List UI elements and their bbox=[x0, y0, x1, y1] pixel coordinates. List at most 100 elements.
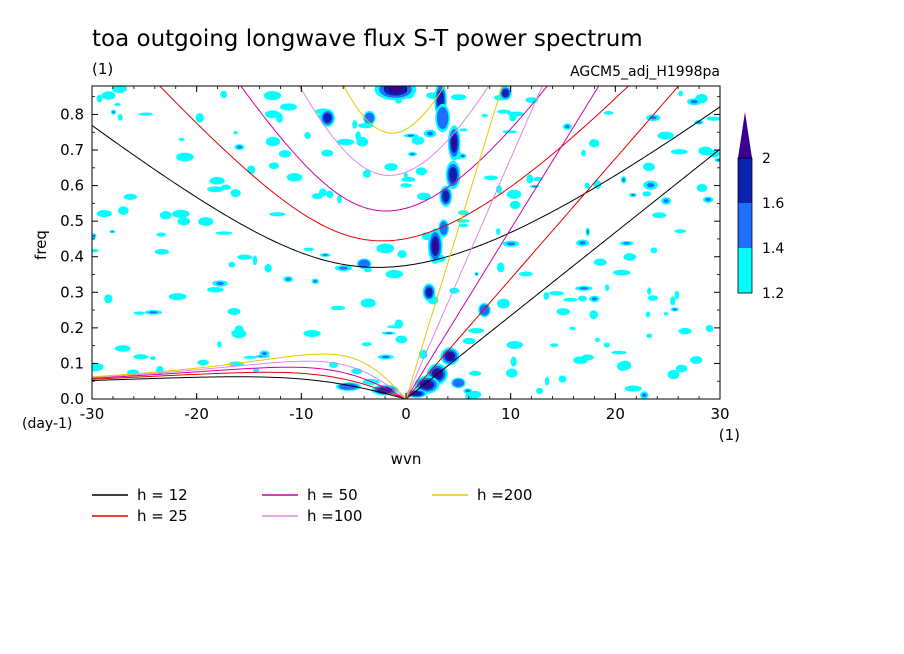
power-speckle bbox=[509, 200, 521, 210]
colorbar: 2 1.6 1.4 1.2 bbox=[737, 112, 784, 302]
power-speckle bbox=[497, 298, 510, 309]
power-speckle bbox=[197, 359, 209, 366]
power-blob bbox=[501, 89, 509, 98]
power-speckle bbox=[172, 209, 190, 218]
power-blob bbox=[388, 86, 403, 94]
x-tick-label: 0 bbox=[401, 405, 411, 423]
power-speckle bbox=[279, 103, 298, 111]
power-speckle bbox=[96, 210, 112, 218]
power-speckle bbox=[556, 308, 570, 316]
power-speckle-core bbox=[579, 241, 586, 245]
power-speckle bbox=[247, 165, 256, 175]
power-speckle bbox=[581, 149, 586, 157]
colorbar-segment-low bbox=[738, 248, 752, 293]
power-speckle-core bbox=[92, 234, 96, 238]
power-speckle-core bbox=[579, 287, 589, 290]
power-speckle bbox=[519, 271, 533, 277]
power-speckle bbox=[149, 356, 156, 360]
colorbar-level-3: 1.6 bbox=[762, 196, 784, 212]
power-speckle-core bbox=[410, 153, 415, 156]
rossby-curve-200 bbox=[92, 353, 407, 399]
power-speckle bbox=[548, 291, 564, 296]
power-speckle bbox=[265, 136, 281, 147]
power-speckle bbox=[506, 189, 522, 199]
power-speckle bbox=[114, 103, 121, 107]
power-speckle bbox=[535, 387, 544, 395]
rossby-curve-100 bbox=[92, 360, 407, 399]
power-speckle-core bbox=[705, 198, 711, 202]
power-speckle bbox=[652, 212, 667, 219]
power-speckle bbox=[509, 114, 517, 122]
power-speckle bbox=[650, 247, 658, 254]
power-speckle-core bbox=[465, 389, 471, 393]
power-speckle bbox=[198, 217, 214, 226]
power-speckle bbox=[376, 243, 395, 254]
power-speckle bbox=[593, 180, 602, 189]
power-speckle bbox=[177, 217, 191, 226]
x-tick-label: 10 bbox=[501, 405, 520, 423]
power-speckle bbox=[361, 342, 372, 347]
rossby-curve-50 bbox=[92, 366, 407, 399]
power-speckle bbox=[385, 269, 404, 279]
power-speckle bbox=[101, 91, 116, 100]
power-speckle bbox=[326, 190, 334, 199]
power-speckle bbox=[384, 163, 398, 171]
power-speckle bbox=[465, 391, 478, 399]
colorbar-extend-triangle bbox=[738, 112, 752, 158]
power-speckle bbox=[510, 356, 517, 367]
power-speckle bbox=[397, 250, 407, 259]
power-speckle bbox=[645, 311, 651, 318]
kelvin-curve-200 bbox=[405, 86, 503, 399]
power-speckle-core bbox=[646, 182, 655, 188]
power-speckle bbox=[675, 364, 688, 373]
x-unit-label: (1) bbox=[719, 426, 740, 444]
power-speckle bbox=[670, 149, 688, 155]
power-speckle bbox=[667, 369, 680, 380]
power-speckle bbox=[104, 294, 113, 304]
power-speckle-core bbox=[110, 230, 114, 233]
power-speckle bbox=[228, 261, 236, 268]
power-speckle bbox=[243, 355, 257, 359]
power-speckle bbox=[400, 183, 412, 188]
power-blob bbox=[452, 136, 457, 149]
power-blob bbox=[422, 381, 432, 388]
power-speckle bbox=[217, 341, 222, 348]
power-speckle bbox=[168, 293, 187, 301]
power-speckle bbox=[526, 174, 534, 184]
power-speckle bbox=[263, 90, 282, 101]
y-tick-label: 0.4 bbox=[60, 248, 84, 266]
power-speckle bbox=[286, 172, 303, 182]
power-speckle bbox=[395, 335, 408, 344]
power-speckle-core bbox=[216, 281, 224, 286]
power-blob bbox=[436, 106, 449, 130]
power-speckle bbox=[481, 113, 488, 118]
colorbar-level-4: 2 bbox=[762, 151, 771, 167]
power-contours bbox=[92, 86, 720, 399]
power-speckle bbox=[505, 368, 518, 378]
power-speckle bbox=[459, 128, 468, 132]
dispersion-curves bbox=[92, 86, 720, 399]
power-speckle bbox=[401, 176, 416, 182]
power-speckle bbox=[278, 150, 292, 158]
power-speckle bbox=[411, 136, 425, 145]
power-speckle-core bbox=[112, 110, 115, 114]
power-speckle bbox=[227, 307, 241, 316]
power-speckle bbox=[96, 94, 103, 103]
power-speckle bbox=[670, 296, 676, 306]
power-speckle bbox=[700, 149, 716, 156]
power-speckle bbox=[657, 131, 674, 140]
power-speckle bbox=[133, 311, 145, 315]
power-speckle bbox=[496, 262, 505, 273]
colorbar-segment-top bbox=[738, 158, 752, 203]
chart-title: toa outgoing longwave flux S-T power spe… bbox=[92, 26, 643, 52]
power-speckle bbox=[544, 376, 550, 386]
legend-label-h50: h = 50 bbox=[307, 486, 358, 504]
power-speckle-core bbox=[716, 158, 720, 162]
power-speckle bbox=[663, 312, 669, 316]
power-speckle bbox=[156, 232, 166, 237]
power-speckle-core bbox=[285, 277, 291, 281]
power-speckle bbox=[496, 227, 501, 235]
y-tick-label: 0.5 bbox=[60, 212, 84, 230]
power-speckle bbox=[690, 356, 703, 365]
power-speckle bbox=[458, 223, 469, 228]
